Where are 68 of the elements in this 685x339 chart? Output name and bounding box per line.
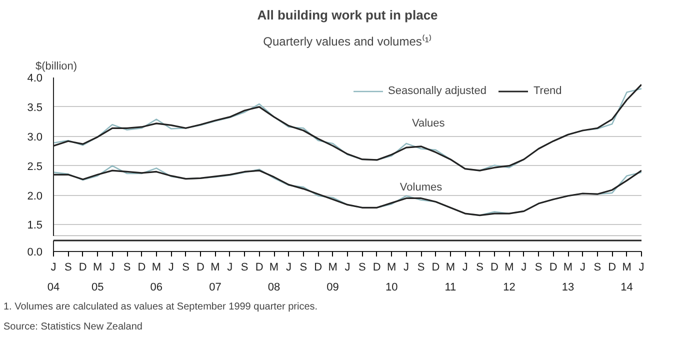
text: 05: [91, 282, 104, 294]
y-tick-label: 1.5: [27, 220, 43, 232]
text: 11: [444, 282, 456, 294]
x-tick-label: S: [240, 262, 248, 274]
x-tick-label: M: [210, 262, 220, 274]
x-tick-label: J: [580, 262, 586, 274]
x-tick-label: J: [50, 262, 56, 274]
x-tick-label: M: [622, 262, 632, 274]
text: 09: [326, 282, 339, 294]
text: 07: [209, 282, 222, 294]
annotation: Volumes: [400, 182, 443, 194]
x-tick-label: J: [404, 262, 410, 274]
source-note: Source: Statistics New Zealand: [4, 322, 142, 332]
x-tick-label: D: [255, 262, 264, 274]
text: 12: [503, 282, 516, 294]
x-tick-label: M: [387, 262, 396, 274]
text: 06: [150, 282, 163, 294]
y-tick-label: 3.5: [27, 102, 43, 114]
x-tick-label: D: [78, 262, 87, 274]
x-tick-label: M: [93, 262, 102, 274]
x-tick-label: S: [594, 262, 602, 274]
x-tick-label: S: [123, 262, 131, 274]
x-tick-label: M: [504, 262, 514, 274]
x-tick-label: D: [138, 262, 146, 274]
x-tick-label: J: [168, 262, 174, 274]
text: 14: [620, 282, 633, 294]
x-tick-label: D: [314, 262, 322, 274]
x-tick-label: S: [358, 262, 366, 274]
x-tick-label: M: [269, 262, 279, 274]
text: 0.0: [27, 246, 43, 258]
x-tick-label: S: [300, 262, 308, 274]
chart-title: All building work put in place: [257, 8, 438, 22]
x-tick-label: S: [417, 262, 425, 274]
x-tick-label: J: [462, 262, 468, 274]
x-tick-label: M: [328, 262, 338, 274]
x-tick-label: M: [563, 262, 573, 274]
x-tick-label: M: [446, 262, 455, 274]
text: 13: [562, 282, 574, 294]
y-tick-label: 3.0: [27, 131, 43, 144]
x-tick-label: D: [549, 262, 558, 274]
y-axis-title: $(billion): [36, 60, 78, 72]
x-tick-label: M: [152, 262, 161, 274]
y-tick-label: 2.5: [27, 160, 43, 173]
y-tick-label: 2.0: [27, 190, 43, 202]
x-tick-label: S: [476, 262, 484, 274]
x-tick-label: D: [432, 262, 440, 274]
x-tick-label: D: [490, 262, 499, 274]
x-tick-label: J: [344, 262, 350, 274]
legend-label: Trend: [533, 85, 562, 97]
x-tick-label: D: [196, 262, 205, 274]
x-tick-label: D: [372, 262, 381, 274]
x-tick-label: S: [182, 262, 190, 274]
chart-subtitle: Quarterly values and volumes⁽¹⁾: [263, 34, 432, 48]
text: 10: [385, 282, 398, 294]
annotation: Values: [412, 117, 446, 130]
x-tick-label: J: [110, 262, 116, 274]
x-tick-label: S: [64, 262, 72, 274]
x-tick-label: J: [638, 262, 644, 274]
x-tick-label: S: [534, 262, 542, 274]
legend-label: Seasonally adjusted: [388, 85, 486, 97]
x-tick-label: J: [521, 262, 527, 274]
x-tick-label: D: [608, 262, 616, 274]
text: 04: [47, 282, 60, 294]
y-tick-label: 4.0: [27, 72, 43, 84]
text: 08: [268, 282, 280, 294]
x-tick-label: J: [286, 262, 292, 274]
text: 1. Volumes are calculated as values at September 1999 quarter prices.: [4, 302, 318, 312]
x-tick-label: J: [227, 262, 233, 274]
